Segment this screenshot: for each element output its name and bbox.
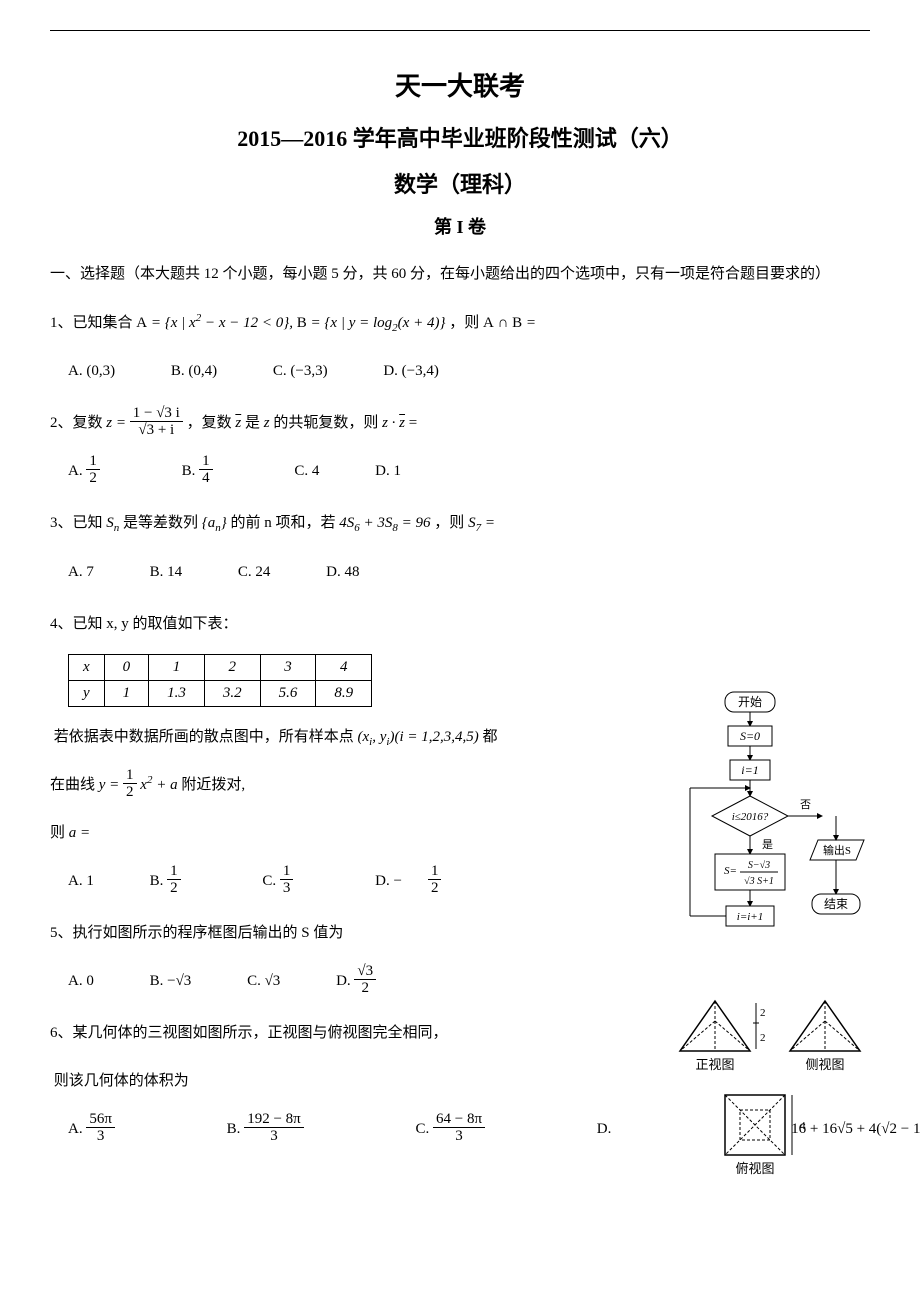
svg-text:2: 2: [760, 1007, 766, 1019]
q1-options: A. (0,3) B. (0,4) C. (−3,3) D. (−3,4): [50, 353, 870, 389]
title-main: 天一大联考: [50, 66, 870, 103]
q2-opt-b: B. 14: [182, 463, 265, 479]
q1-opt-d: D. (−3,4): [383, 363, 465, 379]
title-subject: 数学（理科）: [50, 167, 870, 199]
view-top-label: 俯视图: [735, 1161, 774, 1176]
flow-no: 否: [800, 799, 811, 811]
question-3: 3、已知 Sn 是等差数列 {an} 的前 n 项和，若 4S6 + 3S8 =…: [50, 505, 870, 541]
flowchart-diagram: 开始 S=0 i=1 i≤2016? 是 否 S= S−√3 √3 S+1 i=…: [650, 690, 870, 980]
q3-opt-d: D. 48: [326, 564, 385, 580]
flow-yes: 是: [762, 838, 773, 851]
view-side-label: 侧视图: [805, 1057, 844, 1072]
q2-fraction: 1 − √3 i √3 + i: [130, 405, 183, 439]
q1-opt-c: C. (−3,3): [273, 363, 354, 379]
view-front-label: 正视图: [695, 1057, 734, 1072]
q2-opt-c: C. 4: [294, 463, 345, 479]
q4-data-table: x 0 1 2 3 4 y 1 1.3 3.2 5.6 8.9: [68, 654, 372, 707]
flow-calc-den: √3 S+1: [744, 876, 774, 887]
q1-opt-b: B. (0,4): [171, 363, 243, 379]
q5-opt-b: B. −√3: [150, 973, 218, 989]
q5-opt-d: D. √32: [336, 973, 428, 989]
table-row: x 0 1 2 3 4: [69, 654, 372, 680]
q3-opt-c: C. 24: [238, 564, 297, 580]
q3-options: A. 7 B. 14 C. 24 D. 48: [50, 554, 870, 590]
page-top-rule: [50, 30, 870, 31]
q1-formula: A = {x | x2 − x − 12 < 0}, B = {x | y = …: [136, 315, 445, 331]
top-view: 4 俯视图: [710, 1085, 830, 1185]
right-figures-container: 开始 S=0 i=1 i≤2016? 是 否 S= S−√3 √3 S+1 i=…: [650, 690, 890, 1189]
q4-opt-d: D. −12: [375, 873, 493, 889]
three-views: 2 2 正视图 侧视图 4 俯视图: [650, 991, 890, 1189]
q2-opt-d: D. 1: [375, 463, 427, 479]
question-1: 1、已知集合 A = {x | x2 − x − 12 < 0}, B = {x…: [50, 305, 870, 341]
section-instruction: 一、选择题（本大题共 12 个小题，每小题 5 分，共 60 分，在每小题给出的…: [50, 259, 870, 289]
q3-opt-b: B. 14: [150, 564, 209, 580]
flow-init-i: i=1: [741, 763, 758, 777]
flow-start: 开始: [738, 695, 762, 709]
flow-init-s: S=0: [740, 729, 760, 743]
flow-inc: i=i+1: [737, 911, 763, 923]
q2-prefix: 2、复数: [50, 415, 106, 431]
q6-opt-c: C. 64 − 8π3: [415, 1121, 537, 1137]
flow-output: 输出S: [823, 843, 851, 857]
title-section: 第 I 卷: [50, 213, 870, 239]
svg-text:2: 2: [760, 1032, 766, 1044]
q1-prefix: 1、已知集合: [50, 315, 136, 331]
question-2: 2、复数 z = 1 − √3 i √3 + i ，复数 z 是 z 的共轭复数…: [50, 405, 870, 441]
q4-opt-c: C. 13: [262, 873, 345, 889]
flow-cond: i≤2016?: [732, 811, 769, 823]
title-sub: 2015—2016 学年高中毕业班阶段性测试（六）: [50, 121, 870, 153]
table-row: y 1 1.3 3.2 5.6 8.9: [69, 680, 372, 706]
q4-opt-b: B. 12: [150, 873, 233, 889]
q6-opt-d: D.: [597, 1121, 615, 1137]
q3-opt-a: A. 7: [68, 564, 120, 580]
q4-opt-a: A. 1: [68, 873, 120, 889]
question-4: 4、已知 x, y 的取值如下表：: [50, 606, 870, 642]
q2-options: A. 12 B. 14 C. 4 D. 1: [50, 453, 870, 489]
svg-text:4: 4: [800, 1120, 806, 1132]
flow-end: 结束: [824, 897, 848, 911]
q6-opt-b: B. 192 − 8π3: [227, 1121, 356, 1137]
q2-mid: ，复数 z 是 z 的共轭复数，则 z · z =: [187, 415, 418, 431]
front-side-views: 2 2 正视图 侧视图: [670, 991, 870, 1081]
q5-opt-a: A. 0: [68, 973, 120, 989]
q2-opt-a: A. 12: [68, 463, 152, 479]
flow-calc-num: S−√3: [748, 860, 770, 871]
svg-text:S=: S=: [724, 865, 737, 877]
q1-opt-a: A. (0,3): [68, 363, 141, 379]
q6-opt-a: A. 56π3: [68, 1121, 167, 1137]
q5-opt-c: C. √3: [247, 973, 306, 989]
